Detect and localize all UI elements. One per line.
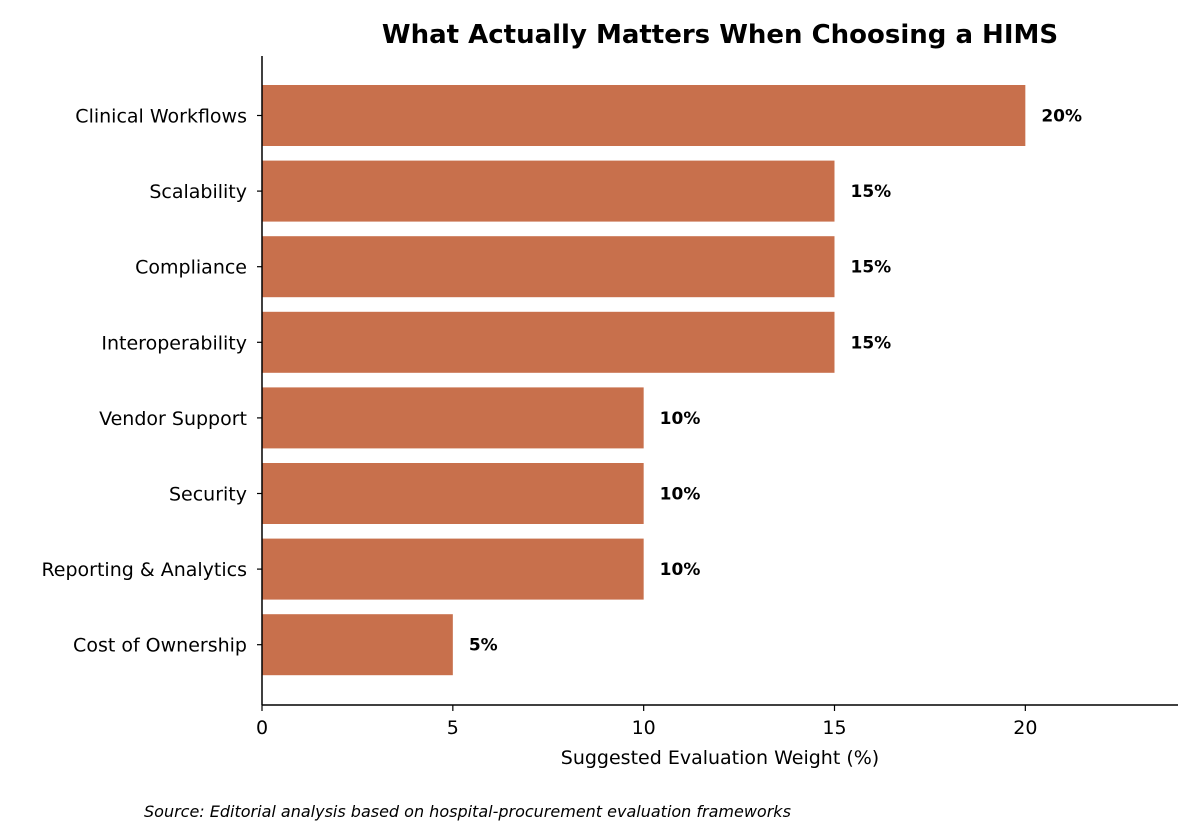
x-tick-label: 10 — [632, 717, 656, 739]
data-label: 20% — [1041, 107, 1082, 127]
category-label: Security — [169, 484, 247, 506]
x-tick-label: 0 — [256, 717, 268, 739]
data-label: 15% — [851, 182, 892, 202]
chart-title: What Actually Matters When Choosing a HI… — [382, 20, 1058, 50]
bar — [262, 311, 835, 373]
category-label: Interoperability — [101, 332, 247, 354]
x-tick-label: 20 — [1013, 717, 1037, 739]
x-tick-label: 5 — [447, 717, 459, 739]
bars-layer — [262, 85, 1026, 676]
bar — [262, 463, 644, 524]
category-label: Clinical Workflows — [75, 106, 247, 128]
x-axis-label: Suggested Evaluation Weight (%) — [561, 747, 879, 769]
data-label: 15% — [851, 258, 892, 278]
category-labels: Clinical Workflows Scalability Compliance I… — [41, 106, 262, 657]
data-label: 5% — [469, 636, 498, 656]
category-label: Compliance — [135, 257, 247, 279]
data-labels: 20% 15% 15% 15% 10% 10% 10% 5% — [469, 107, 1082, 656]
x-tick-label: 15 — [822, 717, 846, 739]
category-label: Reporting & Analytics — [41, 559, 247, 581]
data-label: 15% — [851, 333, 892, 353]
x-ticks: 0 5 10 15 20 — [256, 705, 1037, 739]
data-label: 10% — [660, 485, 701, 505]
data-label: 10% — [660, 409, 701, 429]
bar — [262, 236, 835, 298]
bar — [262, 85, 1026, 146]
bar — [262, 160, 835, 222]
bar — [262, 538, 644, 600]
category-label: Vendor Support — [99, 408, 247, 430]
category-label: Cost of Ownership — [73, 635, 247, 657]
source-note: Source: Editorial analysis based on hosp… — [144, 802, 791, 821]
data-label: 10% — [660, 560, 701, 580]
bar — [262, 387, 644, 449]
category-label: Scalability — [149, 181, 247, 203]
bar — [262, 614, 453, 676]
